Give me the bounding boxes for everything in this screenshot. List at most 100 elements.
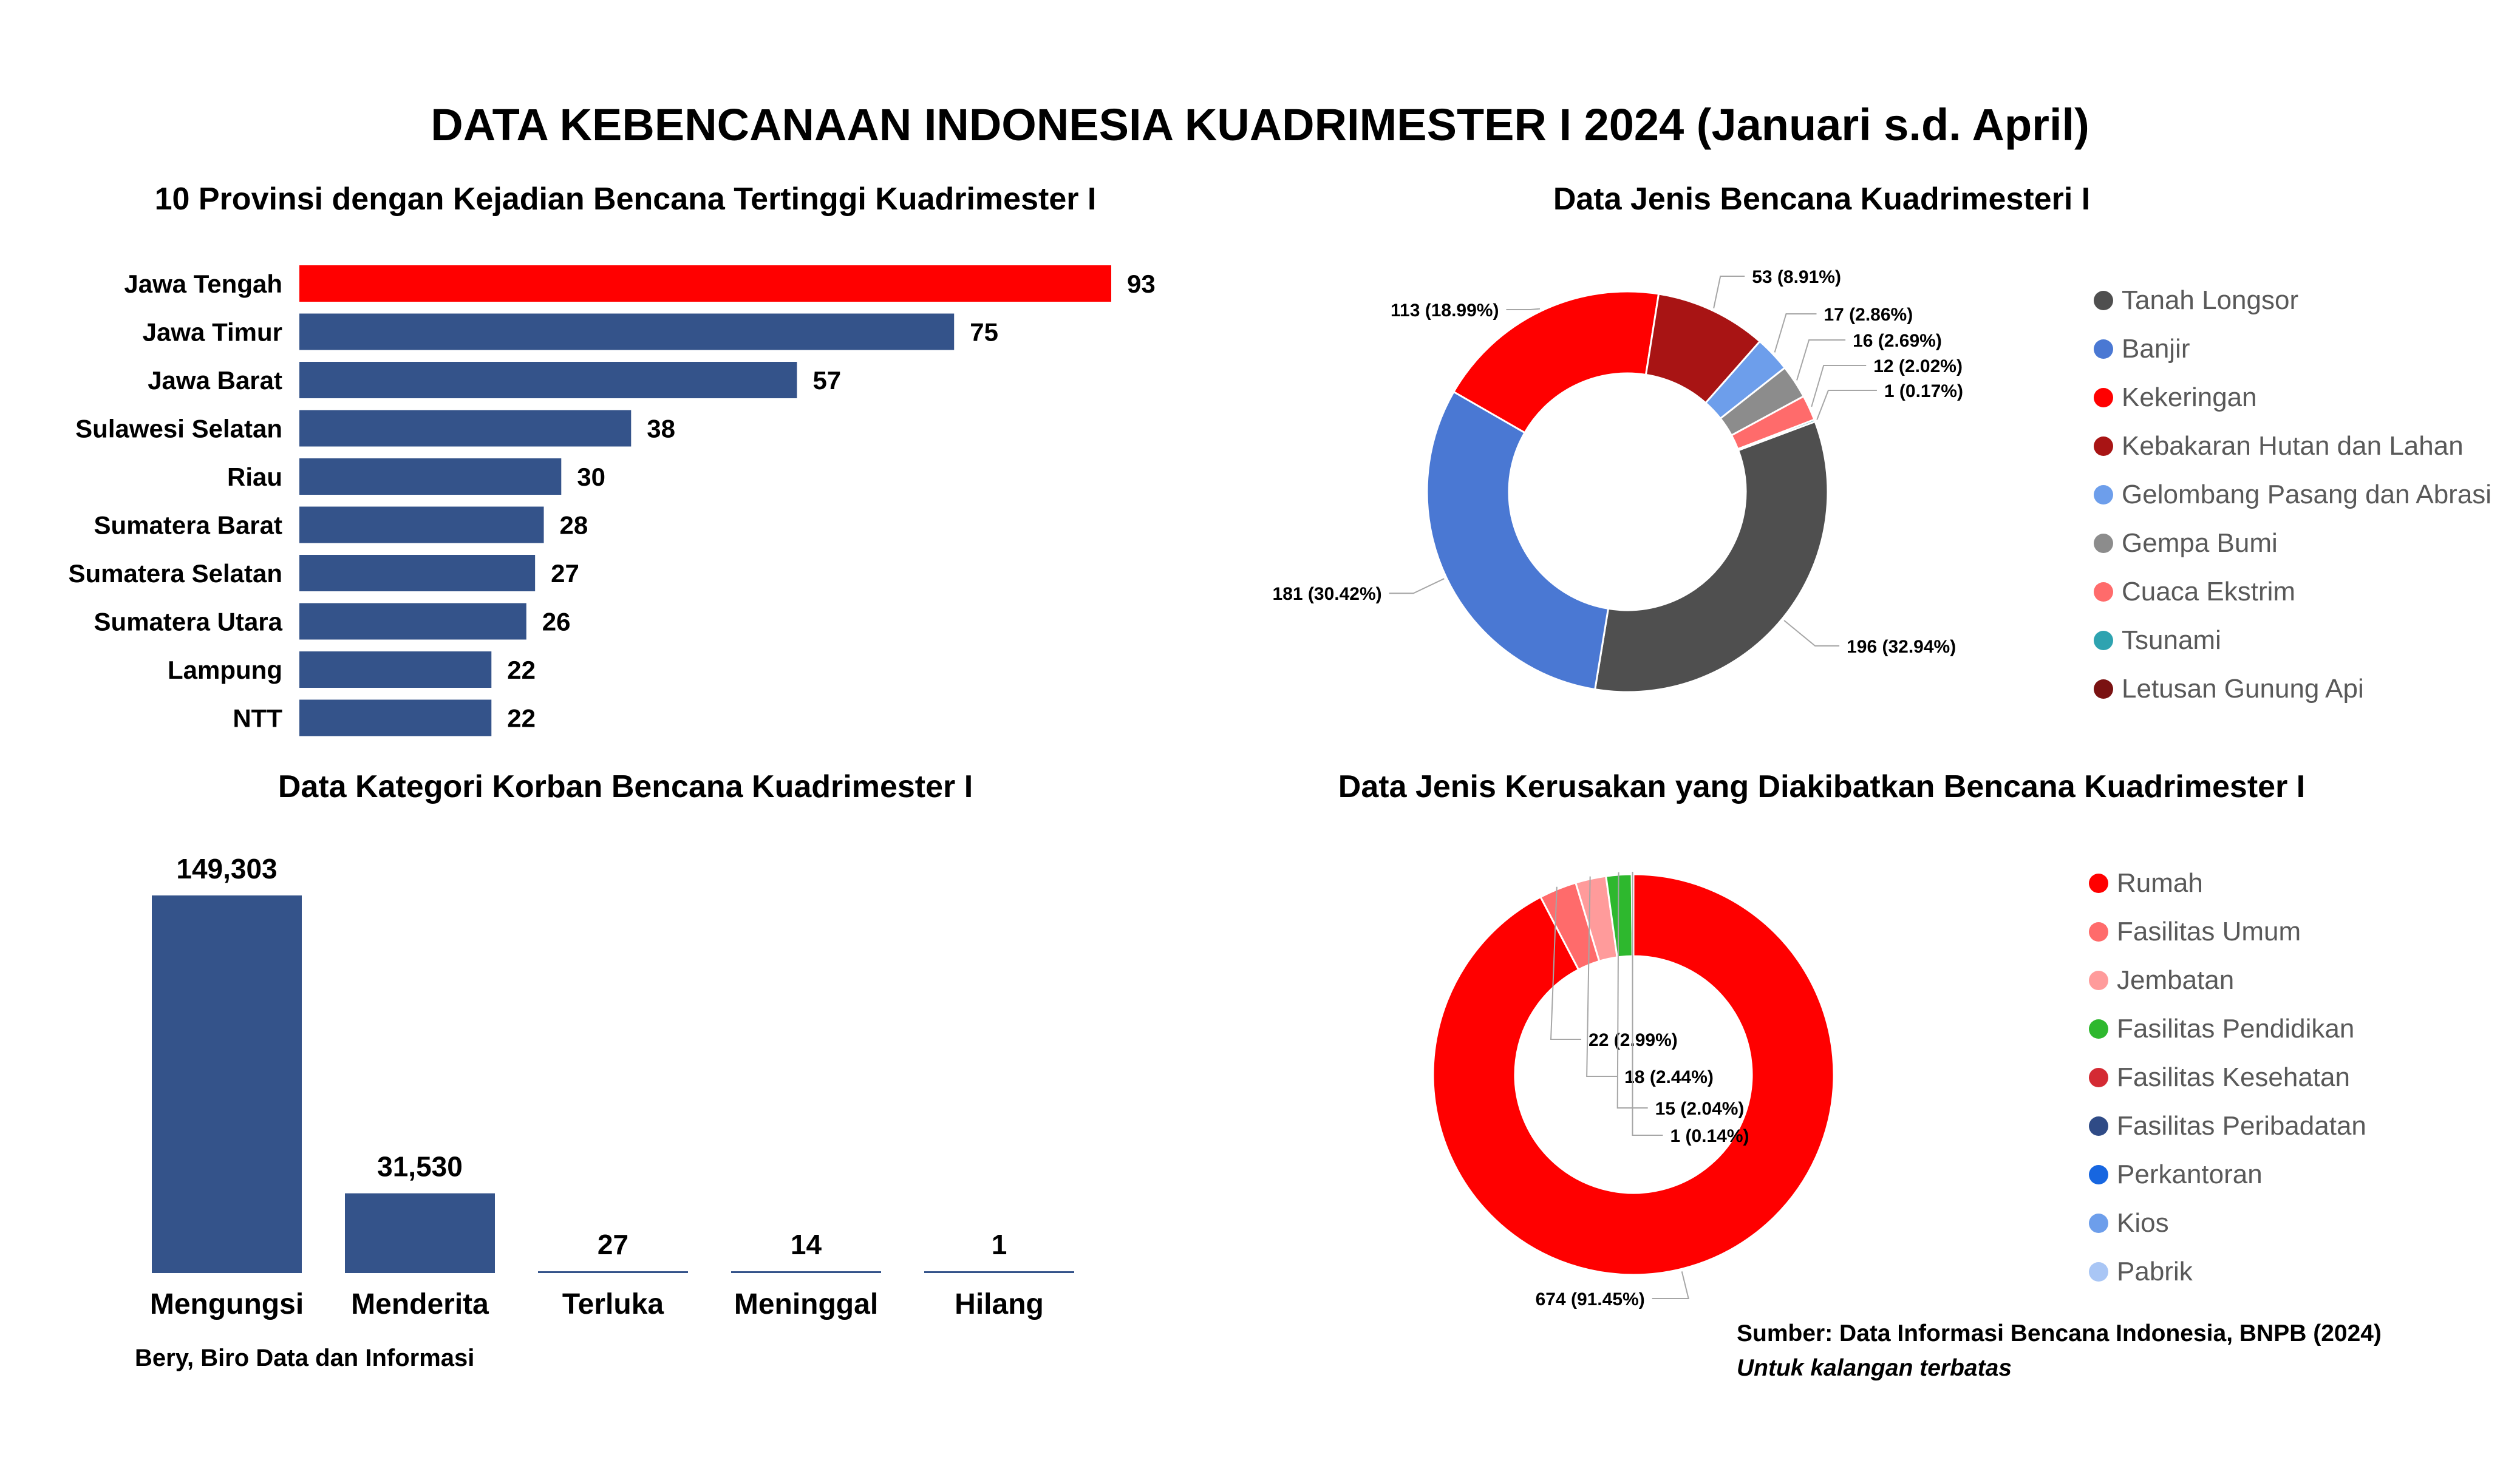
leader-line	[1616, 872, 1648, 1109]
province-label: Lampung	[168, 656, 282, 684]
victims-bar-chart: 149,303 Mengungsi 31,530 Menderita 27 Terluka…	[150, 853, 1074, 1320]
legend-item: Fasilitas Kesehatan	[2089, 1053, 2366, 1102]
province-value-label: 93	[1127, 270, 1156, 298]
legend-label: Tanah Longsor	[2122, 285, 2299, 315]
province-bar	[299, 265, 1111, 302]
legend-item: Tsunami	[2094, 616, 2491, 665]
province-value-label: 22	[507, 704, 536, 733]
leader-line	[1632, 872, 1663, 1136]
victim-category-label: Mengungsi	[150, 1288, 304, 1320]
province-label: Sumatera Utara	[94, 608, 283, 636]
legend-label: Fasilitas Peribadatan	[2117, 1111, 2366, 1141]
legend-item: Gelombang Pasang dan Abrasi	[2094, 470, 2491, 519]
province-label: Sumatera Barat	[94, 511, 282, 540]
legend-label: Banjir	[2122, 334, 2190, 364]
legend-swatch	[2089, 874, 2108, 893]
slice-value-label: 674 (91.45%)	[1536, 1289, 1645, 1309]
legend-label: Kekeringan	[2122, 382, 2257, 412]
province-value-label: 30	[577, 463, 605, 491]
legend-swatch	[2089, 922, 2108, 942]
victim-category-label: Meninggal	[734, 1288, 878, 1320]
province-label: NTT	[233, 704, 282, 733]
source-text: Sumber: Data Informasi Bencana Indonesia…	[1737, 1320, 2382, 1347]
legend-item: Kios	[2089, 1199, 2366, 1248]
legend-label: Kios	[2117, 1208, 2169, 1238]
victim-value-label: 14	[791, 1229, 822, 1260]
leader-line	[1389, 578, 1445, 594]
victim-bar	[152, 895, 302, 1273]
victim-value-label: 149,303	[176, 853, 277, 885]
leader-line	[1652, 1271, 1689, 1300]
province-label: Jawa Barat	[148, 366, 282, 395]
victim-value-label: 27	[598, 1229, 628, 1260]
restricted-note: Untuk kalangan terbatas	[1737, 1355, 2012, 1381]
slice-value-label: 15 (2.04%)	[1655, 1099, 1745, 1119]
legend-label: Tsunami	[2122, 625, 2221, 655]
legend-label: Rumah	[2117, 868, 2203, 898]
leader-line	[1586, 876, 1618, 1077]
victim-value-label: 1	[992, 1229, 1007, 1260]
legend-swatch	[2094, 436, 2113, 456]
provinces-bar-chart: Jawa Tengah 93 Jawa Timur 75 Jawa Barat 57 Sul…	[69, 265, 1156, 736]
legend-swatch	[2089, 1019, 2108, 1039]
leader-line	[1506, 308, 1541, 310]
legend-item: Pabrik	[2089, 1248, 2366, 1296]
victim-bar	[345, 1193, 495, 1273]
province-bar	[299, 410, 632, 447]
legend-item: Letusan Gunung Api	[2094, 665, 2491, 713]
slice-value-label: 16 (2.69%)	[1853, 331, 1942, 351]
legend-swatch	[2094, 679, 2113, 699]
page-title: DATA KEBENCANAAN INDONESIA KUADRIMESTER …	[431, 100, 2089, 150]
slice-value-label: 18 (2.44%)	[1624, 1067, 1714, 1087]
donut-slice	[1432, 873, 1835, 1276]
province-value-label: 38	[647, 415, 675, 443]
legend-swatch	[2089, 1068, 2108, 1087]
leader-line	[1713, 276, 1745, 308]
legend-item: Jembatan	[2089, 956, 2366, 1005]
legend-item: Fasilitas Pendidikan	[2089, 1005, 2366, 1053]
victim-category-label: Terluka	[562, 1288, 664, 1320]
damage-legend: Rumah Fasilitas Umum Jembatan Fasilitas Pen…	[2089, 859, 2366, 1296]
province-value-label: 57	[812, 366, 841, 395]
legend-label: Perkantoran	[2117, 1160, 2263, 1189]
legend-label: Pabrik	[2117, 1257, 2193, 1286]
slice-value-label: 12 (2.02%)	[1873, 356, 1963, 376]
province-bar	[299, 506, 544, 543]
victim-bar	[924, 1271, 1074, 1273]
legend-label: Jembatan	[2117, 965, 2235, 995]
province-bar	[299, 651, 492, 688]
credit-text: Bery, Biro Data dan Informasi	[135, 1345, 475, 1371]
legend-swatch	[2094, 582, 2113, 602]
slice-value-label: 1 (0.14%)	[1670, 1126, 1749, 1146]
legend-item: Fasilitas Umum	[2089, 908, 2366, 956]
legend-swatch	[2089, 1214, 2108, 1233]
slice-value-label: 53 (8.91%)	[1752, 267, 1841, 287]
legend-label: Cuaca Ekstrim	[2122, 577, 2296, 606]
legend-swatch	[2089, 1165, 2108, 1184]
legend-item: Cuaca Ekstrim	[2094, 568, 2491, 616]
legend-swatch	[2089, 1116, 2108, 1136]
legend-label: Letusan Gunung Api	[2122, 674, 2364, 704]
legend-swatch	[2094, 485, 2113, 504]
leader-line	[1816, 390, 1877, 420]
legend-swatch	[2094, 534, 2113, 553]
slice-value-label: 17 (2.86%)	[1824, 305, 1913, 325]
victims-chart-title: Data Kategori Korban Bencana Kuadrimeste…	[278, 769, 973, 804]
victim-bar	[731, 1271, 881, 1273]
province-value-label: 26	[542, 608, 571, 636]
victim-value-label: 31,530	[377, 1151, 463, 1183]
legend-item: Perkantoran	[2089, 1150, 2366, 1199]
legend-swatch	[2094, 631, 2113, 650]
legend-swatch	[2094, 339, 2113, 359]
legend-item: Tanah Longsor	[2094, 276, 2491, 325]
legend-item: Fasilitas Peribadatan	[2089, 1102, 2366, 1150]
disaster-types-donut: 196 (32.94%) 181 (30.42%) 113 (18.99%) 53 (…	[1273, 267, 1963, 693]
leader-line	[1811, 365, 1867, 407]
victim-bar	[538, 1271, 688, 1273]
province-value-label: 28	[560, 511, 588, 540]
legend-item: Kekeringan	[2094, 373, 2491, 422]
leader-line	[1783, 620, 1840, 647]
province-label: Sumatera Selatan	[69, 559, 283, 588]
province-bar	[299, 362, 797, 398]
